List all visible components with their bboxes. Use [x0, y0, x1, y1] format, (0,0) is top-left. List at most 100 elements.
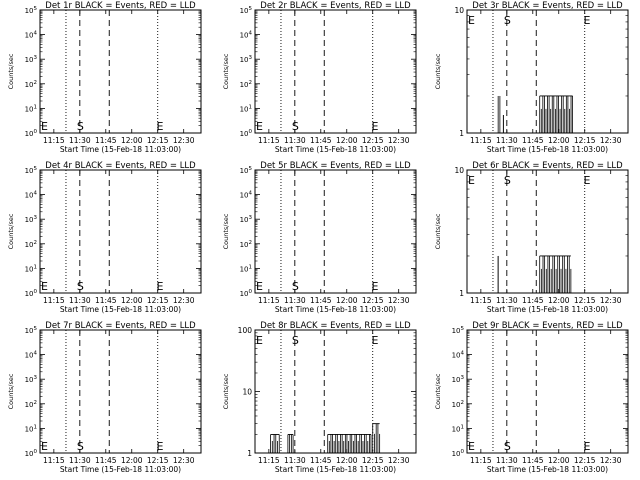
y-axis-label: Counts/sec — [434, 53, 442, 89]
y-tick-label: 103 — [240, 55, 253, 64]
plot-frame — [466, 169, 629, 294]
panel-title: Det 7r BLACK = Events, RED = LLD — [45, 321, 196, 331]
y-axis-label: Counts/sec — [434, 213, 442, 249]
y-axis-label: Counts/sec — [222, 373, 230, 409]
x-tick-label: 11:15 — [258, 136, 280, 145]
x-tick-label: 12:30 — [173, 456, 195, 465]
y-axis-label: Counts/sec — [7, 53, 15, 89]
marker-letter-s: S — [292, 334, 299, 347]
x-tick-label: 12:30 — [600, 136, 622, 145]
y-tick-label: 100 — [452, 449, 465, 458]
x-tick-label: 12:30 — [388, 296, 410, 305]
y-tick-label: 1 — [459, 129, 464, 138]
panel-title: Det 8r BLACK = Events, RED = LLD — [260, 321, 411, 331]
x-tick-label: 12:15 — [147, 456, 169, 465]
y-tick-label: 10 — [454, 166, 464, 175]
marker-letter-e: E — [156, 280, 163, 293]
plot-frame — [254, 169, 417, 294]
y-tick-label: 101 — [25, 104, 37, 113]
x-tick-label: 12:00 — [121, 296, 143, 305]
y-tick-label: 104 — [25, 31, 38, 40]
y-tick-label: 10 — [242, 388, 252, 397]
marker-letter-e: E — [583, 440, 590, 453]
panel-det-6: Det 6r BLACK = Events, RED = LLD 11:15 11:… — [434, 161, 629, 314]
x-tick-label: 12:30 — [173, 136, 195, 145]
x-tick-label: 12:00 — [548, 296, 570, 305]
marker-letter-s: S — [77, 280, 84, 293]
y-tick-label: 102 — [240, 80, 252, 89]
x-tick-label: 12:15 — [362, 136, 384, 145]
y-tick-label: 104 — [25, 191, 38, 200]
marker-letter-e: E — [583, 174, 590, 187]
x-axis-label: Start Time (15-Feb-18 11:03:00) — [275, 145, 396, 154]
panel-det-9: Det 9r BLACK = Events, RED = LLD 11:15 11:… — [434, 321, 629, 474]
panel-det-1: Det 1r BLACK = Events, RED = LLD 11:15 11:… — [7, 1, 202, 154]
x-axis-label: Start Time (15-Feb-18 11:03:00) — [60, 465, 181, 474]
y-tick-label: 105 — [240, 6, 253, 15]
panel-title: Det 5r BLACK = Events, RED = LLD — [260, 161, 411, 171]
y-tick-label: 105 — [452, 326, 465, 335]
x-tick-label: 11:30 — [496, 296, 518, 305]
plot-frame — [39, 329, 202, 454]
marker-letter-e: E — [256, 120, 263, 133]
y-axis-label: Counts/sec — [7, 213, 15, 249]
x-axis-label: Start Time (15-Feb-18 11:03:00) — [60, 305, 181, 314]
panel-det-8: Det 8r BLACK = Events, RED = LLD 11:15 11:… — [222, 321, 417, 474]
x-axis-label: Start Time (15-Feb-18 11:03:00) — [487, 145, 608, 154]
x-tick-label: 12:15 — [147, 296, 169, 305]
y-tick-label: 102 — [25, 240, 37, 249]
x-tick-label: 11:30 — [284, 296, 306, 305]
marker-letter-e: E — [468, 14, 475, 27]
x-tick-label: 11:45 — [95, 136, 117, 145]
y-tick-label: 102 — [25, 400, 37, 409]
marker-letter-s: S — [77, 120, 84, 133]
x-tick-label: 11:45 — [310, 456, 332, 465]
marker-letter-e: E — [256, 280, 263, 293]
y-tick-label: 101 — [452, 424, 464, 433]
marker-letter-s: S — [292, 280, 299, 293]
y-tick-label: 103 — [25, 375, 38, 384]
marker-letter-e: E — [371, 280, 378, 293]
x-tick-label: 12:00 — [121, 136, 143, 145]
y-tick-label: 101 — [240, 264, 252, 273]
y-tick-label: 101 — [240, 104, 252, 113]
x-tick-label: 12:30 — [600, 456, 622, 465]
marker-letter-s: S — [504, 174, 511, 187]
x-tick-label: 12:15 — [574, 456, 596, 465]
x-tick-label: 12:30 — [173, 296, 195, 305]
x-tick-label: 11:45 — [95, 296, 117, 305]
y-axis-label: Counts/sec — [434, 373, 442, 409]
y-tick-label: 101 — [25, 424, 37, 433]
marker-letter-e: E — [156, 120, 163, 133]
y-tick-label: 104 — [240, 191, 253, 200]
marker-letter-e: E — [583, 14, 590, 27]
y-tick-label: 105 — [25, 166, 38, 175]
panel-title: Det 1r BLACK = Events, RED = LLD — [45, 1, 196, 11]
y-tick-label: 100 — [240, 129, 253, 138]
x-tick-label: 11:15 — [43, 296, 65, 305]
plot-frame — [466, 329, 629, 454]
x-tick-label: 11:45 — [310, 296, 332, 305]
x-tick-label: 12:15 — [362, 296, 384, 305]
x-tick-label: 12:15 — [362, 456, 384, 465]
x-tick-label: 12:30 — [600, 296, 622, 305]
marker-letter-e: E — [371, 120, 378, 133]
x-tick-label: 12:15 — [147, 136, 169, 145]
panel-title: Det 6r BLACK = Events, RED = LLD — [472, 161, 623, 171]
x-axis-label: Start Time (15-Feb-18 11:03:00) — [487, 305, 608, 314]
x-tick-label: 12:30 — [388, 136, 410, 145]
y-tick-label: 1 — [247, 449, 252, 458]
y-tick-label: 104 — [452, 351, 465, 360]
panel-title: Det 2r BLACK = Events, RED = LLD — [260, 1, 411, 11]
x-tick-label: 11:15 — [258, 296, 280, 305]
y-tick-label: 104 — [25, 351, 38, 360]
y-axis-label: Counts/sec — [7, 373, 15, 409]
x-tick-label: 12:15 — [574, 296, 596, 305]
marker-letter-e: E — [256, 334, 263, 347]
panel-det-3: Det 3r BLACK = Events, RED = LLD 11:15 11:… — [434, 1, 629, 154]
y-tick-label: 100 — [238, 326, 253, 335]
y-tick-label: 104 — [240, 31, 253, 40]
x-tick-label: 11:15 — [43, 456, 65, 465]
x-tick-label: 11:30 — [69, 136, 91, 145]
